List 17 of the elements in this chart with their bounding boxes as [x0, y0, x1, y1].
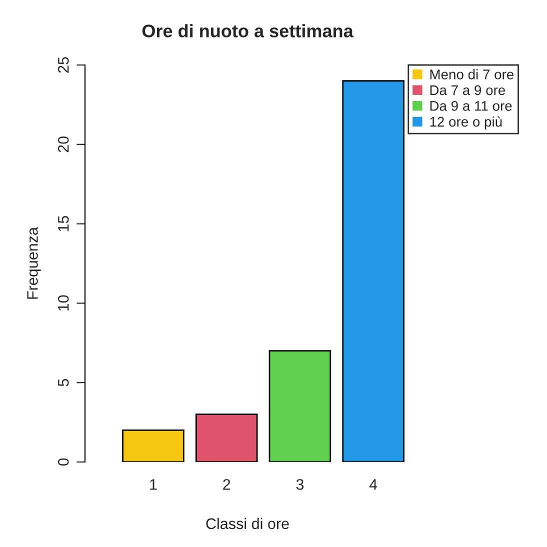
y-tick-label: 15	[58, 216, 69, 232]
legend-label: 12 ore o più	[430, 116, 502, 130]
chart-title: Ore di nuoto a settimana	[142, 24, 354, 38]
x-tick-label: 2	[223, 479, 230, 490]
x-tick-label: 4	[369, 479, 378, 490]
y-tick-label: 10	[58, 295, 69, 311]
y-tick-label: 5	[58, 378, 69, 386]
legend-label: Meno di 7 ore	[430, 69, 514, 80]
y-tick-label: 25	[58, 57, 69, 73]
y-tick-label: 20	[58, 136, 69, 152]
x-tick-label: 3	[296, 479, 304, 490]
y-tick-label: 0	[58, 458, 69, 466]
legend-label: Da 9 a 11 ore	[430, 100, 512, 111]
y-axis-title: Frequenza	[27, 226, 41, 299]
x-axis-title: Classi di ore	[206, 518, 289, 530]
x-tick-label: 1	[150, 479, 157, 490]
legend-label: Da 7 a 9 ore	[430, 85, 506, 96]
